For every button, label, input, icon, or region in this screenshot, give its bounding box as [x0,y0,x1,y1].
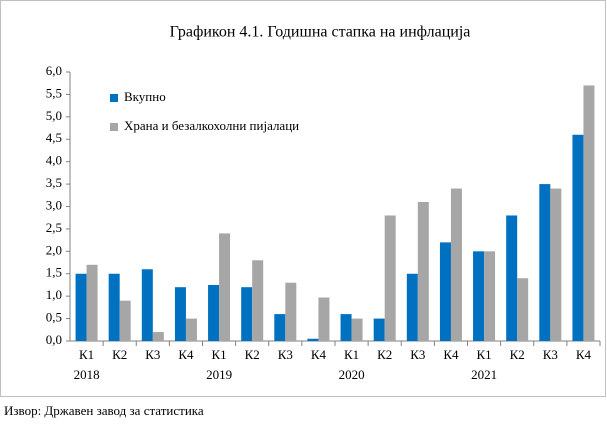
x-tick-label: К2 [245,347,260,362]
bar [550,188,562,341]
x-tick-label: К2 [112,347,127,362]
legend-label: Храна и безалкохолни пијалаци [124,118,299,133]
x-tick-label: К2 [510,347,525,362]
bar [450,188,462,341]
x-tick-label: К4 [576,347,592,362]
x-tick-label: К3 [410,347,425,362]
bar [108,273,120,341]
y-tick-label: 3,0 [46,197,62,212]
y-tick-label: 6,0 [46,63,62,78]
x-tick-label: К1 [211,347,226,362]
bar [208,284,220,341]
year-label: 2021 [471,367,497,382]
bar [307,338,319,341]
chart-title: Графикон 4.1. Годишна стапка на инфлациј… [170,24,471,41]
y-tick-label: 1,0 [46,287,62,302]
bar [439,242,451,341]
bar [252,260,264,341]
x-tick-label: К3 [145,347,160,362]
bar [384,215,396,341]
legend-label: Вкупно [124,89,166,104]
x-tick-label: К4 [178,347,194,362]
chart-frame [0,0,606,397]
bar [219,233,231,341]
x-tick-label: К2 [377,347,392,362]
bar [572,134,584,341]
bar [152,332,164,341]
bar [340,314,352,341]
bar [75,273,87,341]
bar [517,278,529,341]
x-tick-label: К1 [476,347,491,362]
y-tick-label: 4,5 [46,130,62,145]
bar [185,318,197,341]
bar [119,300,131,341]
y-tick-label: 3,5 [46,175,62,190]
bar [141,269,153,341]
y-tick-label: 2,5 [46,220,62,235]
y-tick-label: 4,0 [46,153,62,168]
bar [473,251,485,341]
x-tick-label: К1 [79,347,94,362]
bar [318,297,330,341]
source-note: Извор: Државен завод за статистика [4,403,204,418]
y-tick-label: 0,0 [46,332,62,347]
bar [506,215,518,341]
x-tick-label: К4 [443,347,459,362]
bar [241,287,253,341]
y-tick-label: 2,0 [46,242,62,257]
y-tick-label: 5,5 [46,85,62,100]
y-tick-label: 0,5 [46,310,62,325]
legend-swatch [110,94,118,102]
bar [86,264,98,341]
x-tick-label: К1 [344,347,359,362]
bar [484,251,496,341]
bar [417,202,429,341]
year-label: 2020 [339,367,365,382]
bar [406,273,418,341]
y-tick-label: 5,0 [46,108,62,123]
bar [539,184,551,341]
bar [373,318,385,341]
bar [351,318,363,341]
bar [274,314,286,341]
x-tick-label: К3 [278,347,293,362]
x-tick-label: К4 [311,347,327,362]
x-tick-label: К3 [543,347,558,362]
bar [285,282,297,341]
year-label: 2019 [206,367,232,382]
bar [174,287,186,341]
year-label: 2018 [74,367,100,382]
y-tick-label: 1,5 [46,265,62,280]
bar [583,85,595,341]
legend-swatch [110,123,118,131]
